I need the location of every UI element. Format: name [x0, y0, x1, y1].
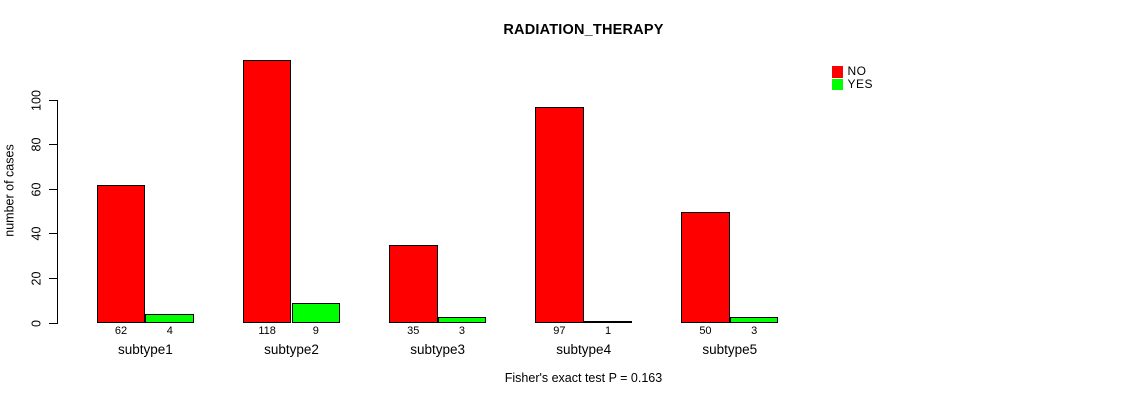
legend-label: YES [847, 76, 874, 91]
y-axis-label: number of cases [2, 143, 16, 237]
bar-value-label: 118 [258, 324, 276, 337]
bar-value-label: 35 [407, 324, 420, 337]
bar-no-subtype5 [681, 211, 730, 324]
bar-value-label: 3 [458, 324, 465, 337]
bar-no-subtype3 [388, 245, 438, 324]
y-tick [49, 99, 58, 101]
legend: NO YES [831, 64, 874, 91]
bar-yes-subtype4 [583, 321, 633, 324]
bar-yes-subtype3 [437, 316, 487, 324]
category-label-subtype1: subtype1 [117, 342, 173, 357]
legend-item-no: NO [831, 64, 874, 79]
bar-yes-subtype2 [291, 303, 341, 324]
legend-label: NO [847, 64, 867, 79]
category-label-subtype4: subtype4 [556, 342, 612, 357]
bar-value-label: 3 [751, 324, 758, 337]
legend-swatch-no [831, 66, 843, 78]
y-tick [49, 144, 58, 146]
category-label-subtype3: subtype3 [410, 342, 465, 357]
bar-no-subtype2 [242, 59, 292, 324]
legend-item-yes: YES [831, 76, 874, 91]
category-label-subtype2: subtype2 [264, 342, 319, 357]
y-tick-label: 60 [29, 182, 44, 197]
y-tick-label: 20 [29, 271, 44, 286]
y-tick-label: 0 [29, 319, 44, 327]
y-axis [56, 100, 58, 324]
y-tick [49, 188, 58, 190]
y-tick-label: 100 [29, 89, 44, 111]
y-tick-label: 80 [29, 137, 44, 152]
y-tick [49, 278, 58, 280]
bar-value-label: 4 [166, 324, 173, 337]
bar-value-label: 1 [604, 324, 612, 337]
fisher-test-annotation: Fisher's exact test P = 0.163 [504, 371, 663, 385]
bar-value-label: 9 [312, 324, 319, 337]
bar-no-subtype4 [535, 106, 584, 324]
bar-value-label: 62 [114, 324, 128, 337]
y-tick [49, 322, 58, 324]
bar-yes-subtype1 [145, 314, 195, 324]
y-tick-label: 40 [29, 227, 44, 241]
legend-swatch-yes [831, 78, 843, 91]
chart-title: RADIATION_THERAPY [503, 22, 664, 38]
y-tick [49, 233, 58, 235]
category-label-subtype5: subtype5 [702, 342, 758, 357]
bar-value-label: 97 [553, 324, 566, 337]
bar-no-subtype1 [96, 184, 146, 324]
bar-value-label: 50 [699, 324, 712, 337]
bar-yes-subtype5 [729, 316, 779, 324]
